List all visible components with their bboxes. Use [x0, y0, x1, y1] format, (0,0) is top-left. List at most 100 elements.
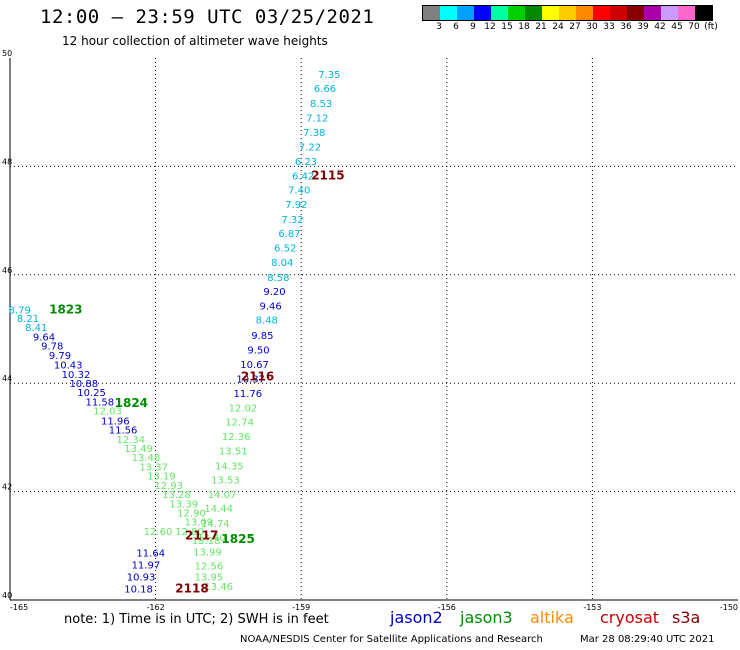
wave-height-label: 11.76: [233, 389, 262, 400]
legend-swatch: [576, 6, 593, 20]
wave-height-label: 8.79: [9, 305, 31, 316]
pass-time-label: 1825: [221, 532, 254, 546]
wave-height-label: 12.90: [177, 509, 206, 520]
wave-height-label: 14.40: [197, 533, 226, 544]
generated-timestamp: Mar 28 08:29:40 UTC 2021: [580, 634, 715, 645]
wave-height-label: 10.18: [124, 584, 153, 595]
wave-height-label: 12.03: [93, 407, 122, 418]
wave-height-label: 8.04: [271, 258, 293, 269]
y-tick-label: 44: [2, 374, 12, 383]
legend-tick: 18: [518, 22, 530, 32]
legend-swatch: [525, 6, 542, 20]
wave-height-label: 14.35: [215, 461, 244, 472]
pass-time-label: 2117: [185, 528, 218, 542]
satellite-altika: altika: [530, 608, 574, 627]
wave-height-label: 7.12: [306, 113, 328, 124]
legend-swatch: [440, 6, 457, 20]
wave-height-label: 12.60: [144, 527, 173, 538]
wave-height-label: 10.25: [77, 388, 106, 399]
wave-height-label: 13.37: [139, 462, 168, 473]
wave-height-label: 13.49: [124, 444, 153, 455]
wave-height-label: 9.85: [251, 331, 273, 342]
legend-swatch: [695, 6, 712, 20]
wave-height-label: 11.64: [136, 549, 165, 560]
satellite-s3a: s3a: [672, 608, 701, 627]
legend-tick: 21: [535, 22, 547, 32]
legend-tick: 12: [484, 22, 496, 32]
legend-tick: (ft): [704, 22, 718, 32]
legend-color-bar: [422, 5, 713, 21]
legend-tick: 33: [603, 22, 615, 32]
wave-height-label: 13.18: [192, 536, 221, 547]
map-frame: [9, 58, 738, 601]
legend-swatch: [491, 6, 508, 20]
pass-time-label: 2118: [175, 581, 208, 595]
legend-tick: 15: [501, 22, 513, 32]
legend-tick: 42: [654, 22, 666, 32]
wave-height-label: 6.42: [292, 171, 314, 182]
legend-tick: 27: [569, 22, 581, 32]
wave-height-label: 6.66: [314, 84, 336, 95]
wave-height-label: 12.93: [154, 481, 183, 492]
legend-swatch: [542, 6, 559, 20]
satellite-cryosat: cryosat: [600, 608, 660, 627]
wave-height-label: 8.21: [17, 314, 39, 325]
wave-height-label: 6.52: [274, 243, 296, 254]
wave-height-label: 12.34: [117, 435, 146, 446]
wave-height-label: 13.95: [195, 572, 224, 583]
x-tick-label: -162: [147, 603, 165, 612]
wave-height-label: 7.22: [299, 143, 321, 154]
legend-swatch: [678, 6, 695, 20]
wave-height-label: 10.88: [69, 379, 98, 390]
footnote: note: 1) Time is in UTC; 2) SWH is in fe…: [64, 612, 329, 627]
x-tick-label: -150: [720, 603, 738, 612]
wave-height-label: 10.43: [54, 361, 83, 372]
credit-text: NOAA/NESDIS Center for Satellite Applica…: [240, 634, 543, 645]
wave-height-label: 13.09: [184, 518, 213, 529]
wave-height-label: 10.67: [240, 360, 269, 371]
legend-swatch: [610, 6, 627, 20]
legend-swatch: [661, 6, 678, 20]
wave-height-label: 12.74: [225, 417, 254, 428]
wave-height-label: 10.32: [62, 370, 91, 381]
legend-tick: 45: [671, 22, 683, 32]
satellite-jason2: jason2: [390, 608, 443, 627]
wave-height-label: 13.39: [169, 499, 198, 510]
wave-height-label: 13.53: [211, 475, 240, 486]
wave-height-label: 12.80: [175, 527, 204, 538]
wave-height-label: 10.93: [127, 572, 156, 583]
wave-height-label: 7.35: [318, 70, 340, 81]
color-legend: 3 6 9 12 15 18 21 24 27 30 33 36 39 42 45 70 (ft): [422, 5, 718, 33]
legend-tick: 30: [586, 22, 598, 32]
wave-height-label: 14.74: [201, 519, 230, 530]
wave-height-label: 9.64: [33, 332, 55, 343]
wave-height-label: 8.41: [25, 323, 47, 334]
legend-tick-labels: 3 6 9 12 15 18 21 24 27 30 33 36 39 42 45 70 (ft): [422, 21, 718, 33]
legend-swatch: [474, 6, 491, 20]
map-subtitle: 12 hour collection of altimeter wave hei…: [62, 34, 328, 48]
legend-swatch: [508, 6, 525, 20]
wave-height-points: 7.35 6.66 8.53 7.12 7.38 7.22 6.23 6.42 7.40 7.92…: [9, 70, 341, 595]
legend-swatch: [457, 6, 474, 20]
wave-height-label: 13.46: [204, 582, 233, 593]
wave-height-label: 11.96: [101, 416, 130, 427]
pass-time-label: 1824: [115, 396, 148, 410]
wave-height-label: 14.44: [204, 504, 233, 515]
wave-height-label: 9.46: [259, 301, 281, 312]
legend-swatch: [627, 6, 644, 20]
y-tick-label: 40: [2, 591, 12, 600]
wave-height-label: 12.02: [229, 403, 258, 414]
legend-swatch: [593, 6, 610, 20]
wave-height-label: 13.28: [162, 490, 191, 501]
x-tick-label: -165: [10, 603, 28, 612]
wave-height-label: 11.97: [132, 561, 161, 572]
legend-tick: 6: [453, 22, 459, 32]
legend-tick: 3: [436, 22, 442, 32]
legend-tick: 36: [620, 22, 632, 32]
wave-height-label: 9.20: [263, 287, 285, 298]
legend-tick: 39: [637, 22, 649, 32]
wave-height-label: 13.48: [132, 453, 161, 464]
wave-height-label: 7.32: [281, 215, 303, 226]
wave-height-label: 11.56: [109, 426, 138, 437]
